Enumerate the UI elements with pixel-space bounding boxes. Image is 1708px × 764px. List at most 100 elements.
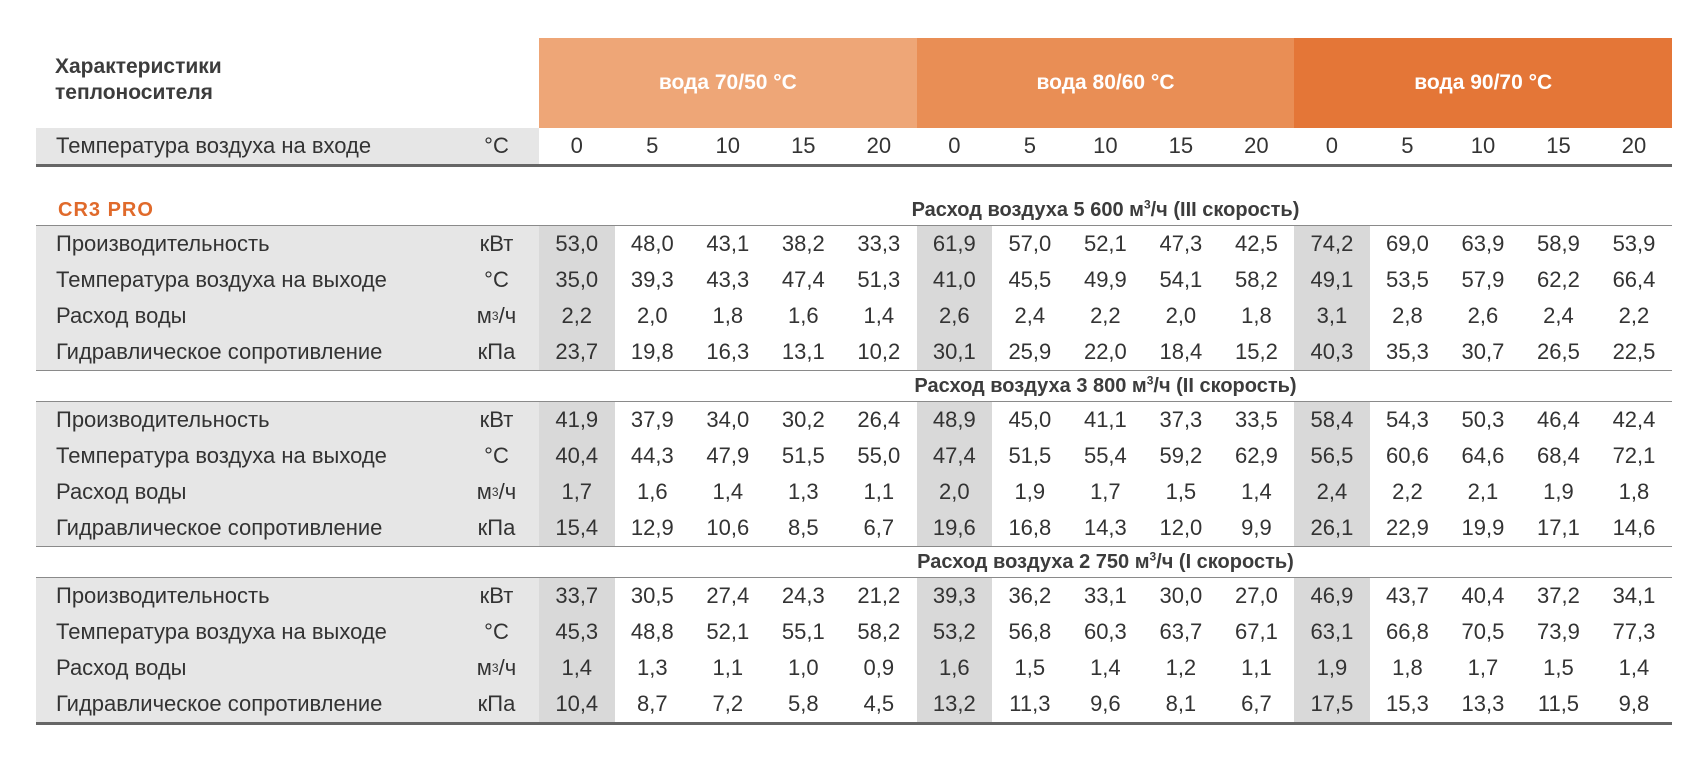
- table-cell: 40,4: [1461, 583, 1505, 608]
- table-row: Расход воды м 3/ч 1,4 1,3 1,1 1,0 0,9 1,6 1,5 1,4 1…: [36, 650, 1672, 686]
- inlet-temp-cell: 15: [1520, 128, 1597, 164]
- sections: CR3 PRO Расход воздуха 5 600 м3/ч (III ск…: [36, 195, 1672, 725]
- table-cell: 1,7: [539, 474, 615, 510]
- table-cell: 15,2: [1234, 339, 1278, 364]
- table-cell: 2,2: [1090, 303, 1121, 328]
- table-cell: 8,1: [1165, 691, 1197, 716]
- table-row: Температура воздуха на выходе °C 45,3 48,8 5…: [36, 614, 1672, 650]
- airflow-title-text: Расход воздуха 2 750 м: [917, 551, 1150, 573]
- inlet-temp-cell: 15: [1143, 128, 1219, 164]
- table-cell: 1,1: [863, 479, 895, 504]
- table-cell: 16,3: [706, 339, 750, 364]
- table-cell: 63,9: [1461, 231, 1505, 256]
- table-row: Производительность кВт 33,7 30,5 27,4 24,3 21,…: [36, 578, 1672, 614]
- row-label: Гидравлическое сопротивление: [36, 510, 454, 546]
- row-label: Температура воздуха на выходе: [36, 438, 454, 474]
- row-unit: м 3/ч: [454, 474, 539, 510]
- unit-text: кПа: [477, 339, 516, 364]
- table-cell: 30,5: [630, 583, 674, 608]
- table-cell: 58,4: [1294, 402, 1370, 438]
- table-cell: 52,1: [706, 619, 750, 644]
- row-label: Производительность: [36, 578, 454, 614]
- table-cell: 1,6: [916, 650, 993, 686]
- unit-text: м: [476, 655, 492, 680]
- table-cell: 37,3: [1159, 407, 1203, 432]
- section-body: Производительность кВт 33,7 30,5 27,4 24,3 21,…: [36, 578, 1672, 725]
- table-cell: 53,5: [1386, 267, 1429, 292]
- airflow-title-suffix: /ч (II скорость): [1153, 375, 1297, 397]
- inlet-temp-cell: 0: [539, 128, 615, 164]
- table-cell: 15,3: [1386, 691, 1429, 716]
- table-cell: 14,3: [1083, 515, 1127, 540]
- table-cell: 54,3: [1386, 407, 1429, 432]
- table-cell: 73,9: [1537, 619, 1580, 644]
- table-cell: 27,4: [706, 583, 750, 608]
- table-cell: 39,3: [916, 578, 993, 614]
- table-cell: 33,3: [857, 231, 901, 256]
- table-cell: 24,3: [781, 583, 825, 608]
- row-label: Температура воздуха на выходе: [36, 614, 454, 650]
- table-cell: 52,1: [1083, 231, 1127, 256]
- unit-text: кВт: [479, 407, 514, 432]
- inlet-temp-cell: 20: [841, 128, 917, 164]
- table-cell: 6,7: [1241, 691, 1272, 716]
- inlet-temp-cell: 10: [690, 128, 766, 164]
- table-cell: 62,9: [1234, 443, 1278, 468]
- row-unit: кПа: [454, 686, 539, 722]
- table-cell: 17,1: [1537, 515, 1580, 540]
- header-title-line2: теплоносителя: [55, 81, 213, 104]
- table-cell: 74,2: [1294, 226, 1370, 262]
- table-cell: 18,4: [1159, 339, 1203, 364]
- table-cell: 55,4: [1083, 443, 1127, 468]
- table-cell: 9,6: [1090, 691, 1121, 716]
- table-cell: 48,8: [630, 619, 674, 644]
- water-temp-bands: вода 70/50 °C вода 80/60 °C вода 90/70 °…: [539, 38, 1673, 128]
- spec-table: Характеристики теплоносителя вода 70/50 …: [36, 38, 1673, 725]
- airflow-title: Расход воздуха 2 750 м3/ч (I скорость): [539, 550, 1672, 574]
- header-title-line1: Характеристики: [55, 55, 222, 78]
- inlet-temp-cell: 5: [992, 128, 1068, 164]
- unit-text: °C: [484, 443, 509, 468]
- table-cell: 2,6: [1467, 303, 1499, 328]
- table-cell: 0,9: [863, 655, 895, 680]
- airflow-title: Расход воздуха 5 600 м3/ч (III скорость): [539, 198, 1672, 222]
- table-cell: 51,5: [781, 443, 825, 468]
- inlet-temp-cell: 20: [1218, 128, 1295, 164]
- table-cell: 37,9: [630, 407, 674, 432]
- table-cell: 49,1: [1294, 262, 1370, 298]
- table-cell: 51,3: [857, 267, 901, 292]
- inlet-temp-row: Температура воздуха на входе °C 0 5 10 15 20…: [36, 128, 1672, 167]
- table-cell: 58,9: [1537, 231, 1580, 256]
- table-cell: 2,4: [1543, 303, 1574, 328]
- table-cell: 63,1: [1294, 614, 1370, 650]
- table-cell: 58,2: [857, 619, 901, 644]
- table-cell: 2,0: [916, 474, 993, 510]
- unit-text: кПа: [477, 691, 516, 716]
- table-cell: 12,9: [630, 515, 674, 540]
- table-cell: 1,4: [712, 479, 744, 504]
- table-cell: 16,8: [1008, 515, 1052, 540]
- table-cell: 9,9: [1241, 515, 1272, 540]
- table-row: Гидравлическое сопротивление кПа 23,7 19,8 1…: [36, 334, 1672, 370]
- table-cell: 2,6: [916, 298, 993, 334]
- table-cell: 44,3: [630, 443, 674, 468]
- table-cell: 11,5: [1537, 691, 1580, 716]
- table-cell: 47,4: [916, 438, 993, 474]
- table-cell: 9,8: [1618, 691, 1650, 716]
- table-cell: 13,1: [781, 339, 825, 364]
- table-header: Характеристики теплоносителя вода 70/50 …: [36, 38, 1673, 128]
- inlet-temp-cell: 0: [916, 128, 993, 164]
- table-cell: 14,6: [1612, 515, 1656, 540]
- row-unit: °C: [454, 438, 539, 474]
- table-cell: 1,4: [1618, 655, 1650, 680]
- table-cell: 2,4: [1014, 303, 1046, 328]
- inlet-temp-cell: 10: [1067, 128, 1144, 164]
- airflow-title-text: Расход воздуха 5 600 м: [911, 199, 1144, 221]
- table-cell: 1,5: [1165, 479, 1197, 504]
- table-cell: 72,1: [1612, 443, 1656, 468]
- unit-text: °C: [484, 267, 509, 292]
- unit-text: °C: [484, 619, 509, 644]
- row-label: Гидравлическое сопротивление: [36, 686, 454, 722]
- table-cell: 19,9: [1461, 515, 1505, 540]
- table-cell: 30,0: [1159, 583, 1203, 608]
